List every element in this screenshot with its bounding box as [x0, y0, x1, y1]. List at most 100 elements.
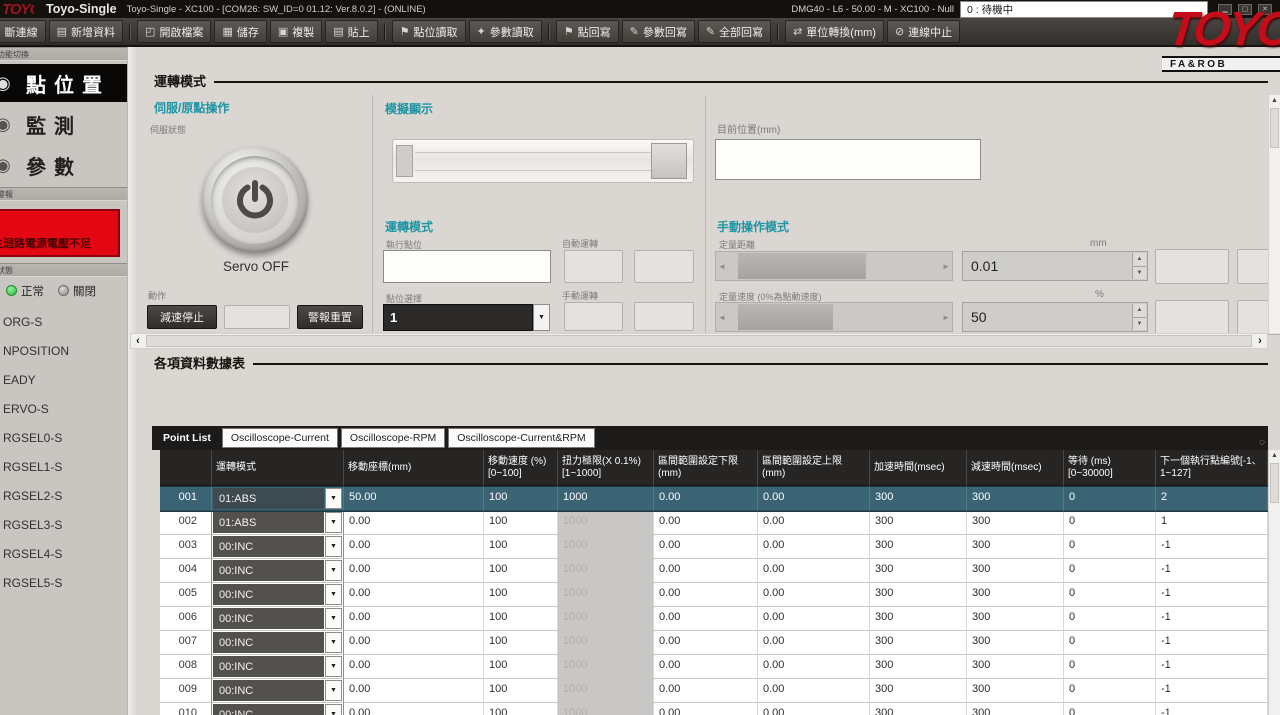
table-row[interactable]: 008 00:INC ▼ 0.00 100 1000 0.00 0.00 300 300 0 -1	[160, 655, 1268, 679]
value-cell-5[interactable]: 300	[870, 511, 967, 535]
value-cell-6[interactable]: 300	[967, 703, 1064, 715]
value-cell-0[interactable]: 0.00	[344, 511, 484, 535]
value-cell-2[interactable]: 1000	[558, 487, 654, 511]
tab-oscilloscope-current[interactable]: Oscilloscope-Current	[221, 428, 338, 448]
manual-rev-button[interactable]	[634, 302, 694, 331]
window-minimize-icon[interactable]: ▁	[1218, 3, 1232, 15]
mode-select[interactable]: 00:INC	[213, 560, 324, 581]
auto-start-button[interactable]	[564, 250, 623, 283]
value-cell-3[interactable]: 0.00	[654, 511, 758, 535]
value-cell-7[interactable]: 0	[1064, 607, 1156, 631]
value-cell-2[interactable]: 1000	[558, 559, 654, 583]
value-cell-0[interactable]: 0.00	[344, 631, 484, 655]
mode-dropdown-arrow-icon[interactable]: ▼	[325, 584, 342, 605]
value-cell-1[interactable]: 100	[484, 631, 558, 655]
value-cell-0[interactable]: 0.00	[344, 655, 484, 679]
value-cell-7[interactable]: 0	[1064, 535, 1156, 559]
distance-spinner-arrows-icon[interactable]: ▲ ▼	[1132, 253, 1146, 279]
value-cell-7[interactable]: 0	[1064, 511, 1156, 535]
tab-bar-circle-icon[interactable]: ◌	[1259, 437, 1265, 448]
distance-slider[interactable]: ◄ ►	[715, 251, 953, 281]
mode-select[interactable]: 00:INC	[213, 656, 324, 677]
value-cell-1[interactable]: 100	[484, 583, 558, 607]
value-cell-1[interactable]: 100	[484, 487, 558, 511]
value-cell-0[interactable]: 0.00	[344, 535, 484, 559]
value-cell-3[interactable]: 0.00	[654, 607, 758, 631]
tab-oscilloscope-current-rpm[interactable]: Oscilloscope-Current&RPM	[448, 428, 595, 448]
upper-vertical-scroll-thumb[interactable]	[1270, 108, 1279, 148]
value-cell-5[interactable]: 300	[870, 655, 967, 679]
value-cell-5[interactable]: 300	[870, 487, 967, 511]
point-select-dropdown[interactable]: 1	[383, 304, 533, 331]
decel-stop-button[interactable]: 減速停止	[147, 305, 217, 329]
value-cell-1[interactable]: 100	[484, 607, 558, 631]
distance-slider-thumb[interactable]	[738, 253, 866, 279]
speed-minus-button[interactable]	[1155, 300, 1229, 335]
value-cell-4[interactable]: 0.00	[758, 607, 870, 631]
mode-dropdown-arrow-icon[interactable]: ▼	[325, 656, 342, 677]
paste-button[interactable]: ▤ 貼上	[325, 20, 378, 43]
value-cell-3[interactable]: 0.00	[654, 583, 758, 607]
value-cell-2[interactable]: 1000	[558, 607, 654, 631]
value-cell-3[interactable]: 0.00	[654, 535, 758, 559]
value-cell-2[interactable]: 1000	[558, 655, 654, 679]
param-read-button[interactable]: ✦ 參數讀取	[468, 20, 542, 43]
save-button[interactable]: ▦ 儲存	[214, 20, 267, 43]
value-cell-0[interactable]: 0.00	[344, 703, 484, 715]
table-row[interactable]: 009 00:INC ▼ 0.00 100 1000 0.00 0.00 300 300 0 -1	[160, 679, 1268, 703]
value-cell-3[interactable]: 0.00	[654, 559, 758, 583]
point-select-dropdown-arrow-icon[interactable]: ▼	[533, 304, 550, 331]
servo-power-button[interactable]	[202, 147, 308, 253]
value-cell-6[interactable]: 300	[967, 583, 1064, 607]
all-write-button[interactable]: ✎ 全部回寫	[697, 20, 772, 43]
value-cell-7[interactable]: 0	[1064, 679, 1156, 703]
value-cell-5[interactable]: 300	[870, 535, 967, 559]
value-cell-2[interactable]: 1000	[558, 631, 654, 655]
auto-stop-button[interactable]	[634, 250, 694, 283]
mode-select[interactable]: 00:INC	[213, 584, 324, 605]
alarm-reset-button[interactable]: 警報重置	[297, 305, 363, 329]
value-cell-5[interactable]: 300	[870, 583, 967, 607]
point-write-button[interactable]: ⚑ 點回寫	[555, 20, 619, 43]
value-cell-6[interactable]: 300	[967, 607, 1064, 631]
value-cell-6[interactable]: 300	[967, 655, 1064, 679]
upper-vertical-scrollbar[interactable]: ▲	[1268, 95, 1280, 333]
tab-point-list[interactable]: Point List	[155, 428, 219, 448]
speed-slider[interactable]: ◄ ►	[715, 302, 953, 332]
mode-select[interactable]: 01:ABS	[213, 512, 324, 533]
table-row[interactable]: 004 00:INC ▼ 0.00 100 1000 0.00 0.00 300 300 0 -1	[160, 559, 1268, 583]
stop-connection-button[interactable]: ⊘ 連線中止	[886, 20, 961, 43]
value-cell-8[interactable]: -1	[1156, 559, 1268, 583]
value-cell-6[interactable]: 300	[967, 487, 1064, 511]
param-write-button[interactable]: ✎ 參數回寫	[621, 20, 695, 43]
value-cell-3[interactable]: 0.00	[654, 703, 758, 715]
table-vertical-scrollbar[interactable]: ▲	[1268, 450, 1280, 715]
value-cell-6[interactable]: 300	[967, 559, 1064, 583]
manual-fwd-button[interactable]	[564, 302, 623, 331]
value-cell-8[interactable]: -1	[1156, 535, 1268, 559]
speed-spinner[interactable]: 50 ▲ ▼	[962, 302, 1148, 332]
value-cell-3[interactable]: 0.00	[654, 655, 758, 679]
value-cell-1[interactable]: 100	[484, 535, 558, 559]
window-close-icon[interactable]: ✕	[1258, 3, 1272, 15]
origin-return-button[interactable]	[224, 305, 290, 329]
disconnect-button[interactable]: ⌁斷連線	[0, 20, 46, 43]
value-cell-0[interactable]: 0.00	[344, 559, 484, 583]
tab-oscilloscope-rpm[interactable]: Oscilloscope-RPM	[340, 428, 446, 448]
new-data-button[interactable]: ▤ 新增資料	[48, 20, 124, 43]
value-cell-7[interactable]: 0	[1064, 655, 1156, 679]
horizontal-scroll-thumb[interactable]	[146, 335, 1252, 347]
value-cell-3[interactable]: 0.00	[654, 679, 758, 703]
distance-spinner[interactable]: 0.01 ▲ ▼	[962, 251, 1148, 281]
table-vertical-scroll-thumb[interactable]	[1270, 463, 1279, 503]
value-cell-4[interactable]: 0.00	[758, 559, 870, 583]
value-cell-4[interactable]: 0.00	[758, 487, 870, 511]
value-cell-4[interactable]: 0.00	[758, 655, 870, 679]
value-cell-4[interactable]: 0.00	[758, 583, 870, 607]
value-cell-4[interactable]: 0.00	[758, 511, 870, 535]
jog-minus-button[interactable]	[1155, 249, 1229, 284]
value-cell-8[interactable]: -1	[1156, 631, 1268, 655]
value-cell-2[interactable]: 1000	[558, 679, 654, 703]
value-cell-6[interactable]: 300	[967, 511, 1064, 535]
value-cell-4[interactable]: 0.00	[758, 703, 870, 715]
